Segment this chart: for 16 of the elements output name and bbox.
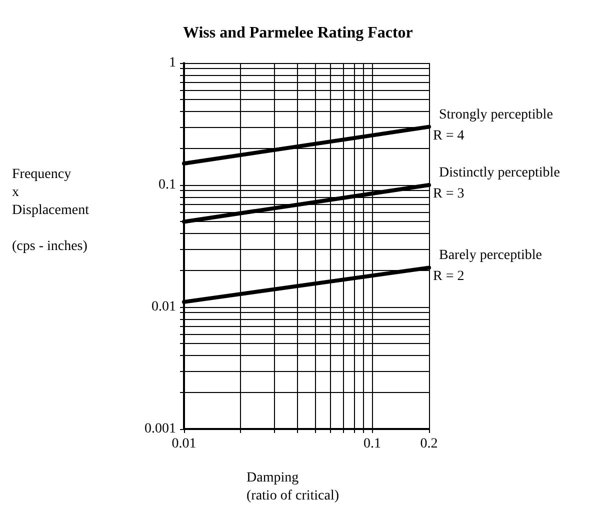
y-tick-label: 0.001 [144, 422, 176, 436]
y-tick-label: 1 [169, 56, 176, 70]
x-tick-label: 0.2 [420, 436, 438, 452]
series-label: Barely perceptible [439, 248, 542, 264]
text: R = 2 [433, 269, 464, 284]
x-axis-title: Damping (ratio of critical) [246, 470, 340, 504]
x-tick-label: 0.01 [172, 436, 196, 452]
series-label: Distinctly perceptible [439, 166, 560, 180]
x-tick-label: 0.1 [364, 436, 382, 452]
text: R = 3 [433, 186, 464, 202]
chart-title: Wiss and Parmelee Rating Factor [183, 24, 413, 42]
y-tick-label: 0.1 [158, 178, 176, 192]
text: Frequency x Displacement (cps - inches) [12, 166, 89, 254]
series-label: Strongly perceptible [439, 107, 553, 122]
y-tick-label: 0.01 [152, 300, 176, 314]
text: R = 4 [433, 128, 464, 144]
